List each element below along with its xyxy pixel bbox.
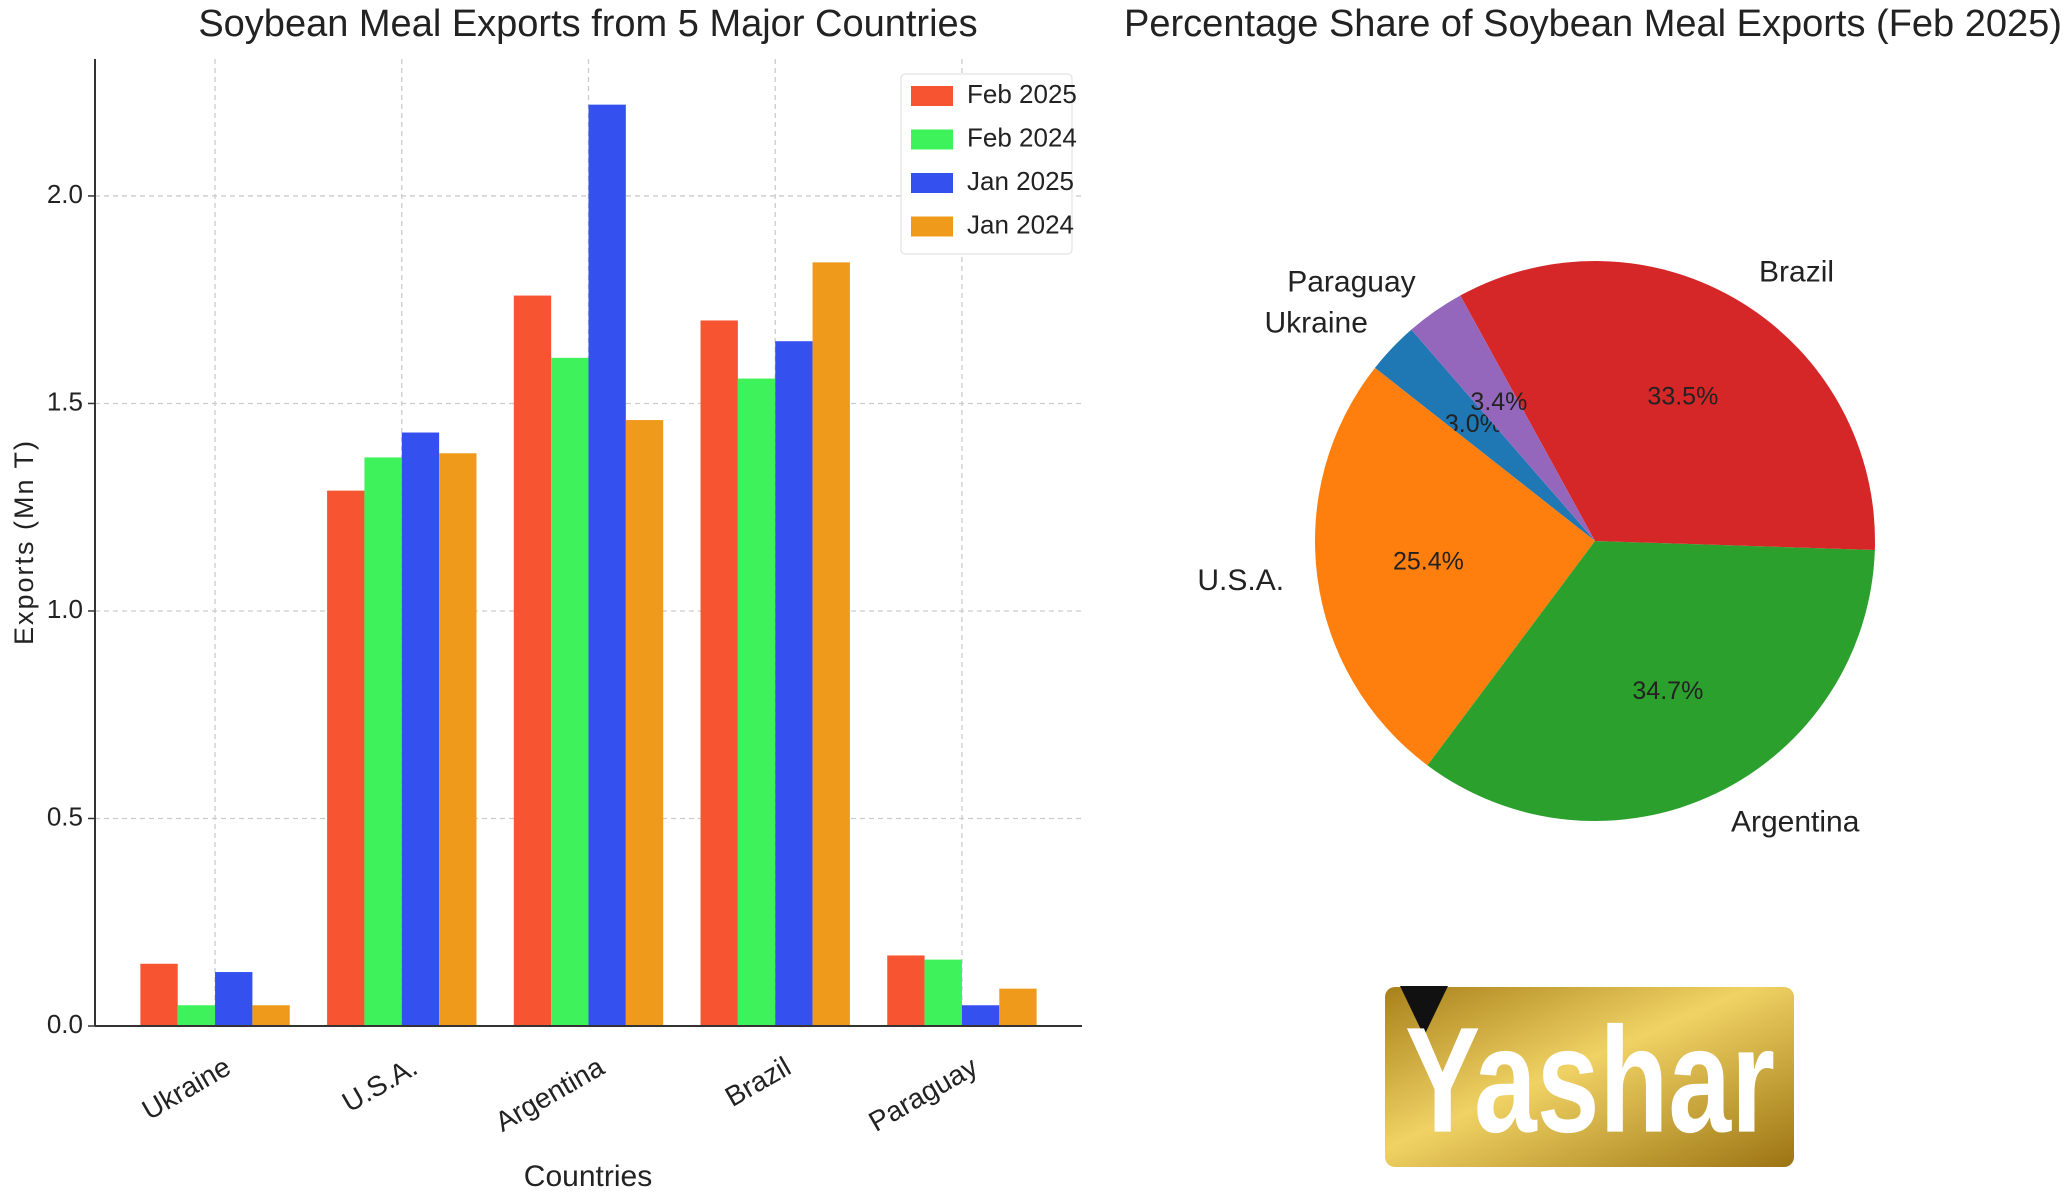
bar (737, 378, 776, 1026)
y-tick-label: 1.5 (47, 386, 83, 416)
pie-slice (1411, 295, 1595, 541)
bar (364, 457, 402, 1026)
bar-title: Soybean Meal Exports from 5 Major Countr… (198, 3, 977, 45)
bar (140, 963, 178, 1026)
legend-swatch (911, 129, 953, 150)
x-tick-label: Paraguay (863, 1051, 982, 1138)
pie-value-label: 3.4% (1470, 388, 1527, 416)
bar (812, 262, 850, 1027)
pie-value-label: 33.5% (1647, 382, 1718, 410)
pie-label: Brazil (1759, 256, 1834, 289)
pie-slice (1374, 329, 1595, 541)
pie-label: U.S.A. (1197, 564, 1284, 597)
bar (327, 490, 365, 1026)
legend-label: Feb 2025 (967, 79, 1077, 109)
bar (551, 357, 589, 1027)
x-axis-label: Countries (524, 1160, 652, 1193)
y-axis-label: Exports (Mn T) (9, 439, 39, 645)
logo-text: Yashar (1405, 996, 1775, 1164)
bar (924, 959, 962, 1026)
bar (887, 955, 925, 1026)
bar (252, 1005, 290, 1026)
legend-label: Jan 2024 (967, 209, 1074, 239)
x-tick-label: Brazil (720, 1051, 796, 1113)
x-tick-label: U.S.A. (337, 1051, 423, 1118)
bar (999, 988, 1037, 1026)
logo-badge (1385, 987, 1794, 1167)
bar (700, 320, 738, 1027)
bar (439, 453, 477, 1026)
pie-slice (1427, 541, 1875, 822)
logo: Yashar (1385, 986, 1794, 1167)
bar (513, 295, 552, 1026)
bar (401, 432, 440, 1027)
pie-title: Percentage Share of Soybean Meal Exports… (1124, 3, 2062, 45)
x-tick-label: Ukraine (137, 1051, 236, 1126)
pie-value-label: 34.7% (1632, 677, 1703, 705)
legend-swatch (911, 86, 953, 106)
pie-value-label: 25.4% (1393, 548, 1464, 576)
legend-swatch (911, 216, 953, 237)
logo-mark (1400, 986, 1448, 1036)
bar (215, 972, 253, 1026)
pie-label: Ukraine (1265, 307, 1368, 340)
y-tick-label: 0.5 (47, 801, 83, 831)
legend-label: Jan 2025 (967, 166, 1074, 196)
pie-label: Paraguay (1287, 266, 1415, 299)
legend-box (900, 73, 1073, 255)
bar (177, 1005, 216, 1026)
legend-label: Feb 2024 (967, 122, 1077, 152)
legend-swatch (911, 173, 953, 193)
bar (625, 420, 664, 1026)
pie-label: Argentina (1731, 805, 1860, 838)
y-tick-label: 1.0 (47, 594, 83, 624)
x-tick-label: Argentina (490, 1051, 610, 1138)
y-tick-label: 0.0 (47, 1009, 83, 1039)
y-tick-label: 2.0 (47, 179, 83, 209)
pie-slice (1460, 261, 1875, 550)
bar (961, 1005, 1000, 1026)
bar (775, 341, 813, 1026)
bar (588, 104, 626, 1027)
pie-slice (1314, 367, 1595, 766)
